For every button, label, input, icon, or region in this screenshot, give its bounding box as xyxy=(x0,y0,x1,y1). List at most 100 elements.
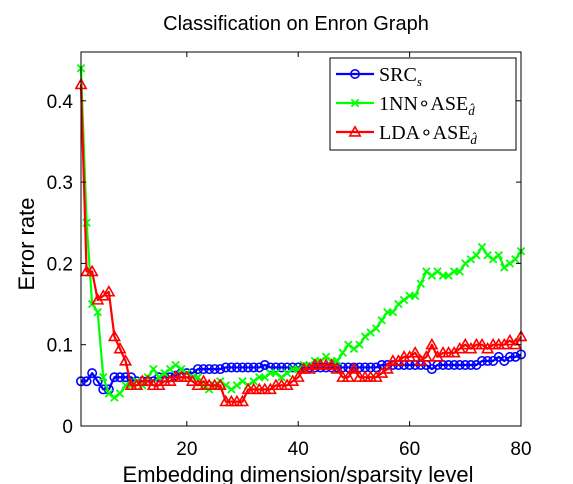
data-point xyxy=(226,362,237,373)
data-point xyxy=(149,364,158,374)
data-point xyxy=(277,372,286,382)
data-point xyxy=(180,370,194,382)
data-point xyxy=(213,378,227,391)
data-point xyxy=(93,307,102,317)
data-point xyxy=(503,333,517,346)
data-point xyxy=(505,259,515,268)
series-1 xyxy=(76,64,526,402)
data-point xyxy=(115,389,125,398)
axes: 20 40 60 80 0 0.1 0.2 0.3 0.4 xyxy=(47,51,532,460)
data-point xyxy=(231,362,242,373)
data-point xyxy=(227,385,236,394)
data-point xyxy=(209,364,220,375)
data-point xyxy=(249,377,258,386)
data-point xyxy=(265,362,276,373)
data-point xyxy=(422,267,431,276)
axes-box xyxy=(80,51,522,427)
data-point xyxy=(254,362,265,373)
data-point xyxy=(237,362,248,373)
data-point xyxy=(215,364,226,375)
data-point xyxy=(475,337,489,350)
data-point xyxy=(504,351,515,362)
data-point xyxy=(483,251,492,260)
data-point xyxy=(347,362,361,374)
data-point xyxy=(494,251,503,260)
data-point xyxy=(276,362,287,373)
data-point xyxy=(259,360,270,371)
data-point xyxy=(360,332,370,341)
data-point xyxy=(114,372,125,383)
plot-area xyxy=(75,64,527,407)
data-point xyxy=(341,370,355,382)
data-point xyxy=(141,374,155,386)
data-point xyxy=(508,337,523,350)
data-point xyxy=(419,350,433,362)
data-point xyxy=(235,394,250,407)
data-point xyxy=(325,358,339,370)
data-point xyxy=(248,362,259,373)
data-point xyxy=(433,267,442,276)
x-tick-label: 20 xyxy=(176,439,197,460)
x-tick-label: 80 xyxy=(510,439,531,460)
data-point xyxy=(99,372,108,382)
data-point xyxy=(511,255,520,264)
data-point xyxy=(377,316,386,325)
data-point xyxy=(371,324,381,333)
data-point xyxy=(425,337,439,350)
legend-label: SRCs xyxy=(379,64,422,89)
data-point xyxy=(282,368,292,378)
data-point xyxy=(427,271,437,280)
y-tick-label: 0 xyxy=(62,417,73,438)
legend-entry-2: LDA∘ASEd̂ xyxy=(336,122,477,147)
chart-title: Classification on Enron Graph xyxy=(163,13,429,35)
data-point xyxy=(380,362,394,374)
data-point xyxy=(260,372,270,382)
data-point xyxy=(321,352,331,362)
data-point xyxy=(185,374,199,386)
data-point xyxy=(177,364,186,374)
data-point xyxy=(232,381,242,390)
data-point xyxy=(198,364,209,375)
data-point xyxy=(160,368,169,378)
data-point xyxy=(171,360,180,370)
data-point xyxy=(104,389,114,398)
data-point xyxy=(271,368,281,378)
data-point xyxy=(220,362,231,373)
data-point xyxy=(293,364,303,374)
data-point xyxy=(460,360,471,371)
data-point xyxy=(192,364,203,375)
data-point xyxy=(338,348,348,358)
data-point xyxy=(488,255,498,264)
data-point xyxy=(466,255,476,264)
data-point xyxy=(154,372,164,382)
data-point xyxy=(477,242,487,252)
data-point xyxy=(366,328,375,337)
data-point xyxy=(443,360,454,371)
data-point xyxy=(270,362,281,373)
data-point xyxy=(465,360,476,371)
data-point xyxy=(477,355,488,366)
data-point xyxy=(416,279,425,288)
data-point xyxy=(394,299,403,309)
y-axis-label: Error rate xyxy=(14,198,39,291)
data-point xyxy=(118,354,133,366)
data-point xyxy=(449,360,460,371)
y-tick-label: 0.3 xyxy=(47,173,73,194)
legend-label: 1NN∘ASEd̂ xyxy=(379,93,475,118)
data-point xyxy=(410,291,420,301)
data-point xyxy=(85,264,99,277)
data-point xyxy=(113,341,127,354)
y-tick-label: 0.2 xyxy=(47,254,73,275)
legend-label: LDA∘ASEd̂ xyxy=(379,122,477,147)
data-point xyxy=(109,372,120,383)
data-point xyxy=(388,307,398,317)
legend-marker xyxy=(349,69,360,80)
data-point xyxy=(81,376,92,387)
series-2 xyxy=(75,77,527,407)
legend-marker xyxy=(348,125,362,137)
data-point xyxy=(110,393,119,402)
data-point xyxy=(461,259,470,268)
data-point xyxy=(291,370,305,382)
data-point xyxy=(332,356,342,366)
legend-entry-1: 1NN∘ASEd̂ xyxy=(336,93,475,118)
